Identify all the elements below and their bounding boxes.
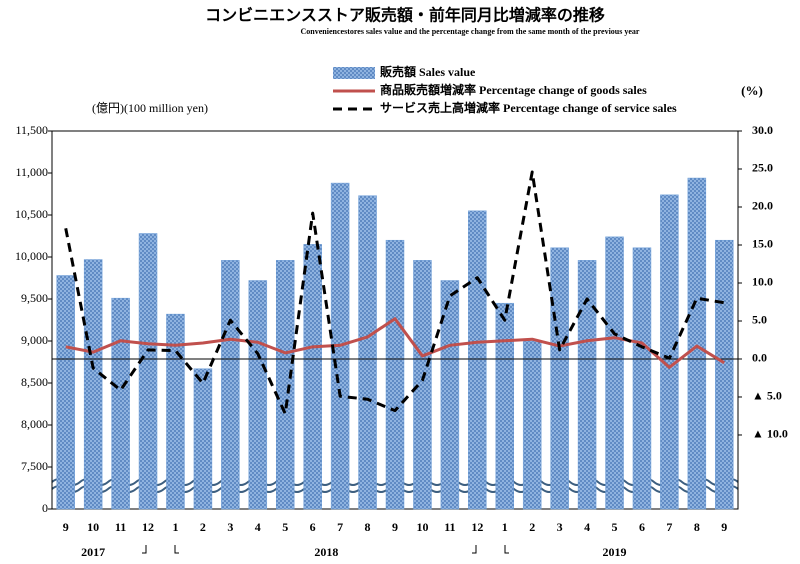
bar [687,177,707,510]
y2-tick-label: ▲ 5.0 [752,389,782,403]
legend-label: 商品販売額増減率 Percentage change of goods sale… [380,82,647,97]
bar [166,313,185,510]
x-tick-label: 8 [365,520,371,534]
x-tick-label: 1 [172,520,178,534]
x-tick-label: 4 [255,520,261,534]
bar [468,210,487,510]
x-tick-label: 4 [584,520,590,534]
x-tick-label: 1 [502,520,508,534]
y-axis-label: (億円)(100 million yen) [92,101,208,115]
bar [193,368,213,510]
bar [605,236,624,510]
x-tick-label: 5 [612,520,618,534]
x-tick-label: 9 [721,520,727,534]
y-tick-label: 9,500 [21,291,48,305]
year-label: 2019 [603,545,627,559]
bar [275,260,295,510]
x-tick-label: 5 [282,520,288,534]
y2-tick-label: 25.0 [752,161,773,175]
bar [248,280,268,510]
chart-subtitle: Conveniencestores sales value and the pe… [301,27,640,36]
x-tick-label: 7 [337,520,343,534]
bar [111,297,130,510]
x-tick-label: 12 [142,520,154,534]
y-tick-label: 7,500 [21,459,48,473]
legend-label: サービス売上高増減率 Percentage change of service … [380,100,677,115]
x-tick-label: 2 [529,520,535,534]
y2-tick-label: 0.0 [752,351,767,365]
bar [221,260,240,510]
x-tick-label: 3 [557,520,563,534]
bar [577,260,597,510]
x-tick-label: 9 [63,520,69,534]
bar [358,195,377,510]
bar [303,244,322,510]
x-tick-label: 11 [115,520,126,534]
x-tick-label: 7 [666,520,672,534]
bar [413,260,432,510]
y2-tick-label: 15.0 [752,237,773,251]
x-tick-label: 6 [310,520,316,534]
y-tick-label: 11,500 [15,123,48,137]
chart-title: コンビニエンスストア販売額・前年同月比増減率の推移 [205,6,605,25]
y-tick-label: 11,000 [15,165,48,179]
bar [83,259,103,510]
y2-tick-label: ▲ 10.0 [752,427,788,441]
year-label: 2017 [81,545,105,559]
bar [632,247,652,510]
x-tick-label: 10 [416,520,428,534]
x-tick-label: 12 [471,520,483,534]
y2-tick-label: 20.0 [752,199,773,213]
bar [385,239,405,510]
y-tick-label: 9,000 [21,333,48,347]
bar [660,194,679,510]
y2-tick-label: 30.0 [752,123,773,137]
y2-tick-label: 10.0 [752,275,773,289]
year-separators [142,545,509,554]
x-tick-label: 8 [694,520,700,534]
bar [522,340,542,510]
y-tick-label: 8,000 [21,417,48,431]
x-tick-label: 9 [392,520,398,534]
bar [550,247,569,510]
bar [495,302,515,510]
year-label: 2018 [314,545,338,559]
bar [138,233,158,510]
x-tick-label: 3 [227,520,233,534]
y2-axis-label: (%) [741,83,763,98]
legend-label: 販売額 Sales value [380,64,476,79]
y-tick-label: 10,500 [15,207,48,221]
line [65,317,726,369]
x-tick-label: 6 [639,520,645,534]
y-tick-label: 8,500 [21,375,48,389]
x-tick-label: 11 [444,520,455,534]
y-tick-label: 10,000 [15,249,48,263]
x-tick-label: 2 [200,520,206,534]
bar [440,280,460,510]
y-tick-label: 0 [42,501,48,515]
bar [715,239,734,510]
legend-swatch [333,67,375,79]
dashed-line [64,170,725,416]
x-tick-label: 10 [87,520,99,534]
y2-tick-label: 5.0 [752,313,767,327]
bar [56,275,75,510]
